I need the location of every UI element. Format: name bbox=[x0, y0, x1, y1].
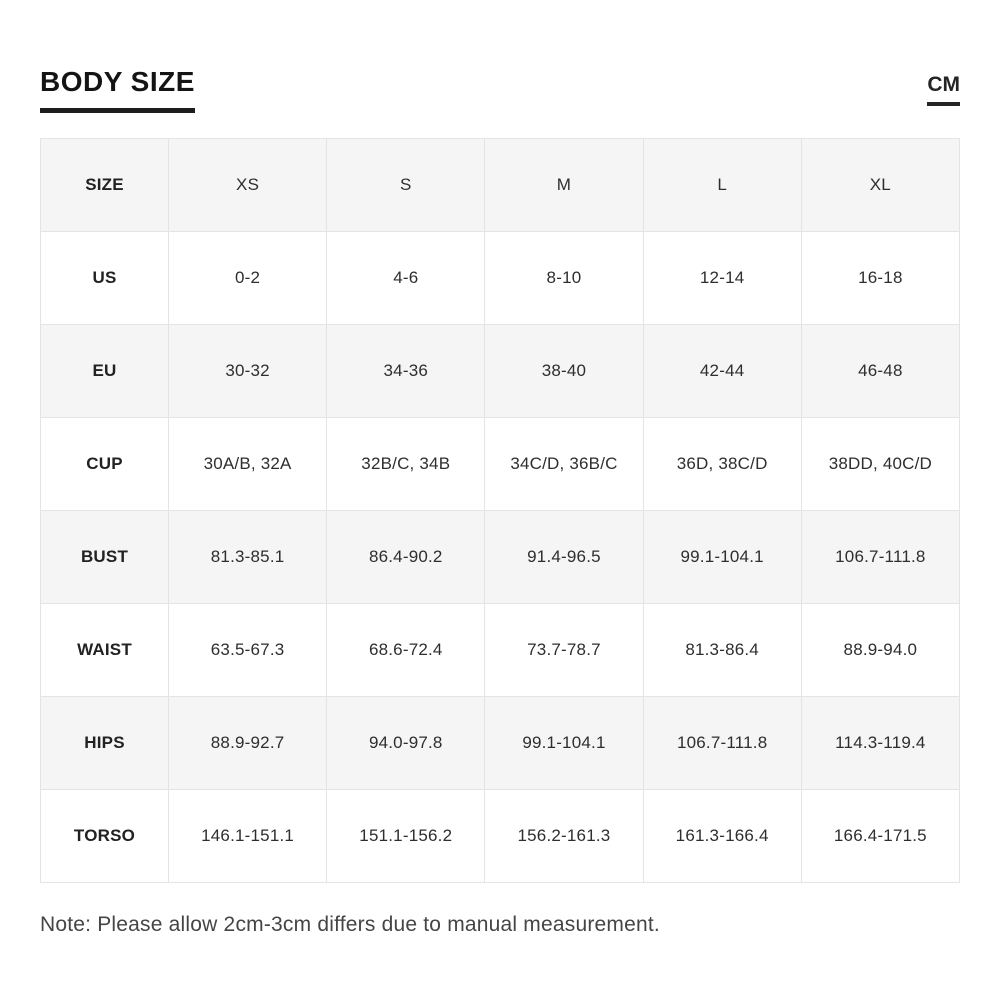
value-cell: L bbox=[642, 138, 802, 232]
value-cell: 12-14 bbox=[642, 231, 802, 325]
value-cell: 34-36 bbox=[326, 324, 486, 418]
table-row: WAIST 63.5-67.3 68.6-72.4 73.7-78.7 81.3-86.… bbox=[40, 603, 961, 697]
value-cell: 99.1-104.1 bbox=[642, 510, 802, 604]
value-cell: 156.2-161.3 bbox=[484, 789, 644, 883]
size-table: SIZE XS S M L XL US 0-2 4-6 8-10 12-14 16-18 EU 30-32… bbox=[40, 138, 961, 883]
value-cell: 42-44 bbox=[642, 324, 802, 418]
value-cell: 16-18 bbox=[800, 231, 961, 325]
value-cell: 166.4-171.5 bbox=[800, 789, 961, 883]
value-cell: XS bbox=[167, 138, 328, 232]
chart-header: BODY SIZE CM bbox=[40, 60, 960, 113]
table-row: BUST 81.3-85.1 86.4-90.2 91.4-96.5 99.1-104.… bbox=[40, 510, 961, 604]
value-cell: 88.9-92.7 bbox=[167, 696, 328, 790]
page-title: BODY SIZE bbox=[40, 68, 195, 113]
value-cell: 4-6 bbox=[326, 231, 486, 325]
row-label-cell: CUP bbox=[40, 417, 169, 511]
row-label-cell: TORSO bbox=[40, 789, 169, 883]
value-cell: 91.4-96.5 bbox=[484, 510, 644, 604]
table-row: TORSO 146.1-151.1 151.1-156.2 156.2-161.3 16… bbox=[40, 789, 961, 883]
value-cell: 99.1-104.1 bbox=[484, 696, 644, 790]
value-cell: 106.7-111.8 bbox=[642, 696, 802, 790]
table-header-row: SIZE XS S M L XL bbox=[40, 138, 961, 232]
value-cell: 73.7-78.7 bbox=[484, 603, 644, 697]
value-cell: XL bbox=[800, 138, 961, 232]
value-cell: 36D, 38C/D bbox=[642, 417, 802, 511]
table-row: HIPS 88.9-92.7 94.0-97.8 99.1-104.1 106.7-11… bbox=[40, 696, 961, 790]
value-cell: 30A/B, 32A bbox=[167, 417, 328, 511]
row-label-cell: EU bbox=[40, 324, 169, 418]
value-cell: 114.3-119.4 bbox=[800, 696, 961, 790]
value-cell: 106.7-111.8 bbox=[800, 510, 961, 604]
table-row: US 0-2 4-6 8-10 12-14 16-18 bbox=[40, 231, 961, 325]
row-label-cell: WAIST bbox=[40, 603, 169, 697]
value-cell: 161.3-166.4 bbox=[642, 789, 802, 883]
size-table-body: SIZE XS S M L XL US 0-2 4-6 8-10 12-14 16-18 EU 30-32… bbox=[40, 138, 961, 883]
value-cell: 81.3-86.4 bbox=[642, 603, 802, 697]
value-cell: S bbox=[326, 138, 486, 232]
table-row: CUP 30A/B, 32A 32B/C, 34B 34C/D, 36B/C 36D, … bbox=[40, 417, 961, 511]
value-cell: 46-48 bbox=[800, 324, 961, 418]
value-cell: M bbox=[484, 138, 644, 232]
unit-label: CM bbox=[927, 74, 960, 106]
value-cell: 146.1-151.1 bbox=[167, 789, 328, 883]
value-cell: 88.9-94.0 bbox=[800, 603, 961, 697]
measurement-note: Note: Please allow 2cm-3cm differs due t… bbox=[40, 913, 660, 936]
value-cell: 34C/D, 36B/C bbox=[484, 417, 644, 511]
value-cell: 8-10 bbox=[484, 231, 644, 325]
row-label-cell: BUST bbox=[40, 510, 169, 604]
value-cell: 32B/C, 34B bbox=[326, 417, 486, 511]
value-cell: 86.4-90.2 bbox=[326, 510, 486, 604]
table-row: EU 30-32 34-36 38-40 42-44 46-48 bbox=[40, 324, 961, 418]
row-label-cell: US bbox=[40, 231, 169, 325]
value-cell: 151.1-156.2 bbox=[326, 789, 486, 883]
row-label-cell: SIZE bbox=[40, 138, 169, 232]
value-cell: 68.6-72.4 bbox=[326, 603, 486, 697]
value-cell: 30-32 bbox=[167, 324, 328, 418]
value-cell: 38-40 bbox=[484, 324, 644, 418]
value-cell: 63.5-67.3 bbox=[167, 603, 328, 697]
value-cell: 81.3-85.1 bbox=[167, 510, 328, 604]
row-label-cell: HIPS bbox=[40, 696, 169, 790]
value-cell: 0-2 bbox=[167, 231, 328, 325]
value-cell: 94.0-97.8 bbox=[326, 696, 486, 790]
value-cell: 38DD, 40C/D bbox=[800, 417, 961, 511]
